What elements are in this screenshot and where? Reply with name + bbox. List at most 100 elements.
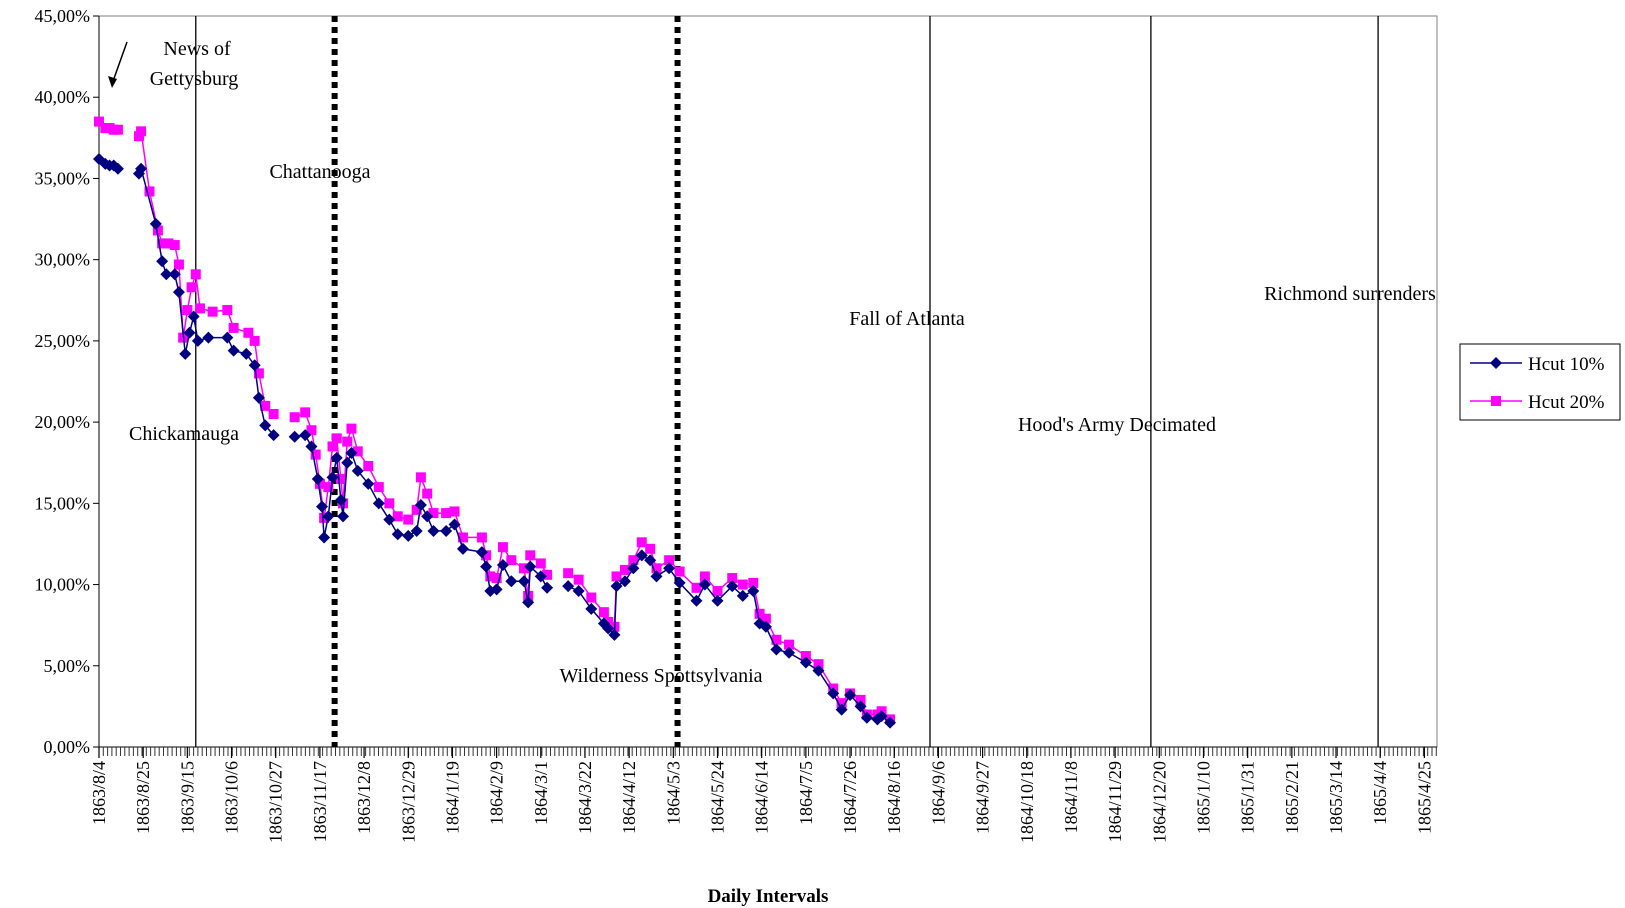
data-point xyxy=(372,497,385,510)
data-point xyxy=(712,586,723,597)
data-point xyxy=(602,622,615,635)
data-point xyxy=(318,531,331,544)
x-tick-label: 1863/11/17 xyxy=(310,761,330,842)
data-point xyxy=(202,331,215,344)
data-point xyxy=(331,433,342,444)
y-tick-label: 20,00% xyxy=(35,412,91,432)
x-tick-label: 1864/6/14 xyxy=(752,761,772,834)
data-point xyxy=(875,710,888,723)
data-point xyxy=(337,510,350,523)
x-tick-label: 1864/11/29 xyxy=(1105,761,1125,842)
data-point xyxy=(664,555,675,566)
data-point xyxy=(410,524,423,537)
annotation-label: Hood's Army Decimated xyxy=(1018,414,1216,436)
data-point xyxy=(598,607,609,618)
data-point xyxy=(267,429,280,442)
data-point xyxy=(306,425,317,436)
data-point xyxy=(221,331,234,344)
data-point xyxy=(827,687,840,700)
data-point xyxy=(754,608,765,619)
data-point xyxy=(663,562,676,575)
data-point xyxy=(163,238,174,249)
legend-label: Hcut 20% xyxy=(1528,392,1605,413)
data-point xyxy=(305,440,318,453)
data-point xyxy=(342,436,353,447)
x-tick-label: 1864/5/24 xyxy=(708,761,728,834)
data-point xyxy=(690,594,703,607)
data-point xyxy=(618,575,631,588)
data-point xyxy=(326,471,339,484)
data-point xyxy=(260,400,271,411)
data-point xyxy=(449,506,460,517)
data-point xyxy=(392,511,403,522)
data-point xyxy=(610,580,623,593)
data-point xyxy=(415,472,426,483)
x-tick-label: 1864/7/5 xyxy=(796,761,816,825)
data-point xyxy=(440,524,453,537)
data-point xyxy=(783,646,796,659)
x-tick-label: 1864/11/8 xyxy=(1061,761,1081,833)
data-point xyxy=(144,186,155,197)
data-point xyxy=(860,711,873,724)
data-point xyxy=(496,559,509,572)
x-tick-label: 1864/7/26 xyxy=(840,761,860,834)
data-point xyxy=(190,269,201,280)
data-point xyxy=(619,564,630,575)
x-tick-label: 1863/8/4 xyxy=(89,761,109,825)
data-point xyxy=(191,334,204,347)
data-point xyxy=(327,441,338,452)
x-tick-label: 1863/10/27 xyxy=(266,761,286,843)
data-point xyxy=(428,508,439,519)
legend-marker xyxy=(1490,357,1502,369)
data-point xyxy=(699,571,710,582)
data-point xyxy=(674,566,685,577)
data-point xyxy=(323,482,334,493)
data-point xyxy=(422,488,433,499)
data-point xyxy=(316,500,328,513)
data-point xyxy=(563,568,574,579)
data-point xyxy=(770,643,783,656)
data-point xyxy=(334,494,347,507)
legend-label: Hcut 10% xyxy=(1528,354,1605,375)
data-point xyxy=(836,698,847,709)
data-point xyxy=(414,498,427,511)
data-point xyxy=(248,359,261,372)
data-point xyxy=(644,554,657,567)
data-point xyxy=(585,602,598,615)
data-point xyxy=(391,528,404,541)
data-point xyxy=(542,569,553,580)
data-point xyxy=(222,305,233,316)
data-point xyxy=(346,423,357,434)
data-point xyxy=(844,689,857,702)
x-tick-label: 1864/8/16 xyxy=(884,761,904,834)
data-point xyxy=(259,419,272,432)
data-point xyxy=(351,464,364,477)
data-point xyxy=(335,473,346,484)
data-point xyxy=(240,347,253,360)
data-point xyxy=(476,532,487,543)
data-point xyxy=(572,585,585,598)
data-point xyxy=(322,510,335,523)
data-point xyxy=(884,716,897,729)
data-point xyxy=(135,162,148,175)
series-line xyxy=(98,121,891,720)
plot-area-frame xyxy=(98,15,1438,748)
data-point xyxy=(402,529,415,542)
data-point xyxy=(562,580,575,593)
data-point xyxy=(448,518,461,531)
annotation-label: News of xyxy=(163,38,231,60)
annotation-label: Richmond surrenders xyxy=(1264,283,1436,305)
x-tick-label: 1864/12/20 xyxy=(1149,761,1169,843)
data-point xyxy=(760,613,771,624)
data-point xyxy=(310,449,321,460)
x-tick-label: 1863/12/29 xyxy=(398,761,418,843)
x-tick-label: 1864/2/9 xyxy=(487,761,507,825)
annotations: News of Gettysburg Chattanooga Chickamauga W… xyxy=(129,38,1436,687)
data-point xyxy=(363,460,374,471)
data-point xyxy=(490,583,503,596)
data-point xyxy=(156,255,169,268)
x-tick-label: 1864/4/12 xyxy=(619,761,639,834)
annotation-label: Chattanooga xyxy=(269,161,370,183)
data-point xyxy=(169,240,180,251)
